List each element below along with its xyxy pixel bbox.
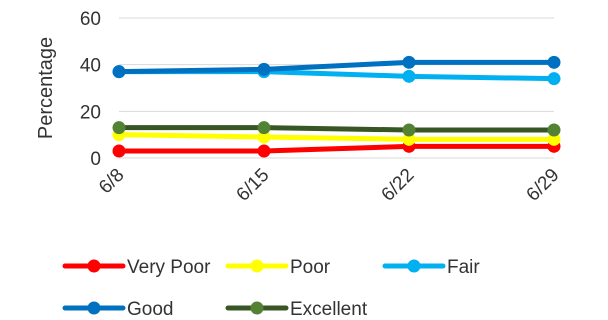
series-good: [112, 55, 561, 79]
legend-label: Very Poor: [127, 257, 211, 278]
legend-marker: [407, 259, 421, 273]
data-point: [402, 55, 416, 69]
legend-marker: [87, 301, 101, 315]
legend-label: Excellent: [290, 299, 368, 320]
x-tick-label: 6/15: [233, 165, 274, 206]
legend-item: Fair: [382, 257, 480, 278]
data-point: [257, 121, 271, 135]
legend-marker: [250, 301, 264, 315]
legend-item: Very Poor: [62, 257, 211, 278]
data-point: [112, 65, 126, 79]
data-point: [257, 62, 271, 76]
y-tick-label: 0: [90, 149, 101, 170]
legend-item: Excellent: [225, 299, 368, 320]
legend-label: Fair: [447, 257, 480, 278]
data-point: [402, 69, 416, 83]
series-poor: [112, 128, 561, 146]
x-axis-tick-labels: 6/8 6/15 6/22 6/29: [95, 165, 564, 206]
data-point: [257, 144, 271, 158]
data-point: [257, 130, 271, 144]
y-tick-label: 40: [80, 56, 101, 77]
series-line: [116, 143, 557, 154]
series-excellent: [112, 121, 561, 137]
legend-item: Poor: [225, 257, 331, 278]
legend-marker: [87, 259, 101, 273]
legend-label: Poor: [290, 257, 331, 278]
y-tick-label: 60: [80, 9, 101, 30]
series-line: [116, 125, 557, 133]
data-point: [112, 121, 126, 135]
legend: Very Poor Poor Fair Good Excellent: [62, 257, 480, 320]
x-tick-label: 6/22: [378, 165, 419, 206]
y-tick-label: 20: [80, 102, 101, 123]
data-point: [547, 132, 561, 146]
series-lines: [112, 55, 561, 158]
legend-label: Good: [127, 299, 173, 320]
data-point: [547, 72, 561, 86]
legend-marker: [250, 259, 264, 273]
x-tick-label: 6/29: [523, 165, 564, 206]
y-axis-tick-labels: 0 20 40 60: [80, 9, 101, 170]
series-very-poor: [112, 139, 561, 158]
data-point: [402, 123, 416, 137]
series-line: [116, 132, 557, 142]
legend-item: Good: [62, 299, 173, 320]
data-point: [112, 144, 126, 158]
data-point: [402, 132, 416, 146]
data-point: [547, 55, 561, 69]
data-point: [547, 123, 561, 137]
series-line: [116, 59, 557, 75]
y-axis-title: Percentage: [35, 37, 57, 139]
